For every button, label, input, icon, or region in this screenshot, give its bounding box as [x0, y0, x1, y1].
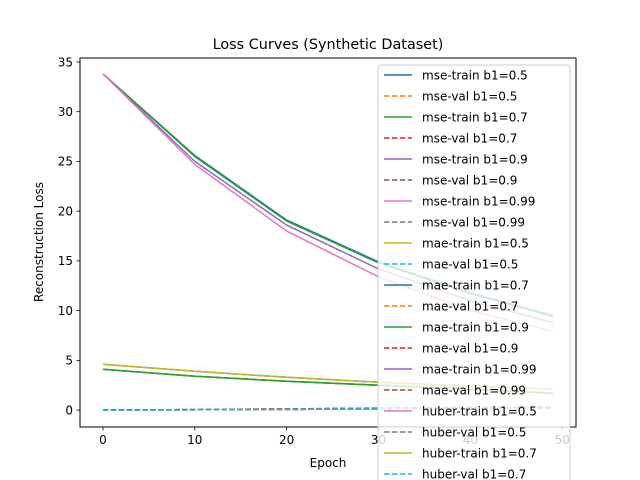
y-tick-label: 15: [58, 254, 73, 268]
legend-label: mse-val b1=0.7: [422, 131, 517, 145]
y-tick-label: 5: [65, 354, 73, 368]
y-tick-label: 10: [58, 304, 73, 318]
legend-label: mse-train b1=0.7: [422, 110, 528, 124]
legend-label: huber-val b1=0.5: [422, 425, 526, 439]
legend-label: mae-train b1=0.9: [422, 320, 529, 334]
x-tick-label: 0: [99, 433, 107, 447]
legend-label: mae-val b1=0.99: [422, 383, 526, 397]
chart-title: Loss Curves (Synthetic Dataset): [213, 37, 444, 53]
legend-label: mae-train b1=0.5: [422, 236, 529, 250]
y-tick-label: 0: [65, 403, 73, 417]
x-tick-label: 20: [279, 433, 294, 447]
legend-label: mse-train b1=0.5: [422, 68, 528, 82]
legend-label: mse-val b1=0.9: [422, 173, 517, 187]
legend-label: mae-train b1=0.99: [422, 362, 537, 376]
legend-label: mse-train b1=0.9: [422, 152, 528, 166]
y-tick-label: 30: [58, 105, 73, 119]
legend-box: [377, 64, 571, 480]
x-axis-label: Epoch: [310, 456, 347, 470]
y-tick-label: 20: [58, 204, 73, 218]
legend-label: mse-val b1=0.99: [422, 215, 525, 229]
y-tick-label: 35: [58, 55, 73, 69]
x-tick-label: 10: [187, 433, 202, 447]
legend-label: mse-train b1=0.99: [422, 194, 535, 208]
y-tick-label: 25: [58, 155, 73, 169]
legend-label: huber-train b1=0.7: [422, 446, 537, 460]
legend-label: huber-val b1=0.7: [422, 467, 526, 480]
legend-label: mae-train b1=0.7: [422, 278, 529, 292]
legend: mse-train b1=0.5 mse-val b1=0.5 mse-train …: [377, 64, 571, 480]
y-axis: 0 5 10 15 20 25 30 35: [58, 55, 80, 417]
legend-label: mae-val b1=0.9: [422, 341, 518, 355]
legend-label: mae-val b1=0.5: [422, 257, 518, 271]
plot-frame: [79, 57, 577, 428]
legend-label: huber-train b1=0.5: [422, 404, 537, 418]
legend-label: mae-val b1=0.7: [422, 299, 518, 313]
y-axis-label: Reconstruction Loss: [32, 182, 46, 302]
legend-label: mse-val b1=0.5: [422, 89, 517, 103]
